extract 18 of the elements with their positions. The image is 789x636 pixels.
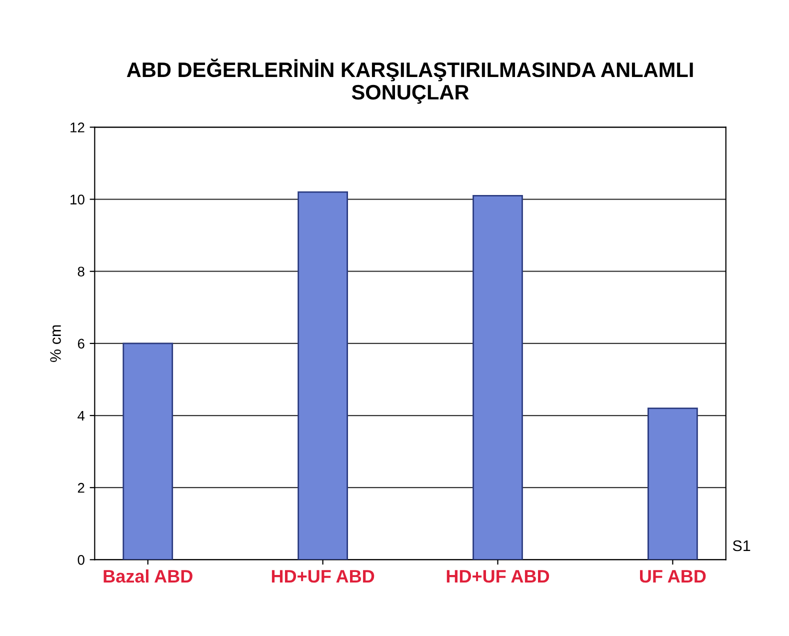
y-tick-label: 12: [70, 122, 84, 132]
y-tick-label: 2: [78, 482, 84, 493]
chart-title: ABD DEĞERLERİNİN KARŞILAŞTIRILMASINDA ANLAMLI SONUÇLAR: [126, 58, 693, 104]
bar: [648, 408, 698, 560]
y-tick-label: 0: [78, 555, 84, 565]
bar: [298, 191, 348, 560]
y-tick-label: 8: [78, 266, 84, 277]
y-tick-label: 6: [78, 338, 84, 349]
y-axis-title: % cm: [50, 325, 61, 362]
y-tick-label: 4: [78, 410, 85, 421]
bar: [122, 342, 174, 560]
x-tick-label: UF ABD: [640, 570, 706, 583]
x-tick-label: Bazal ABD: [104, 569, 192, 583]
x-tick-label: HD+UF ABD: [446, 570, 550, 583]
y-tick-label: 10: [70, 194, 84, 204]
x-tick-label: HD+UF ABD: [272, 570, 374, 583]
text: S1: [732, 540, 750, 552]
bar: [472, 194, 523, 560]
